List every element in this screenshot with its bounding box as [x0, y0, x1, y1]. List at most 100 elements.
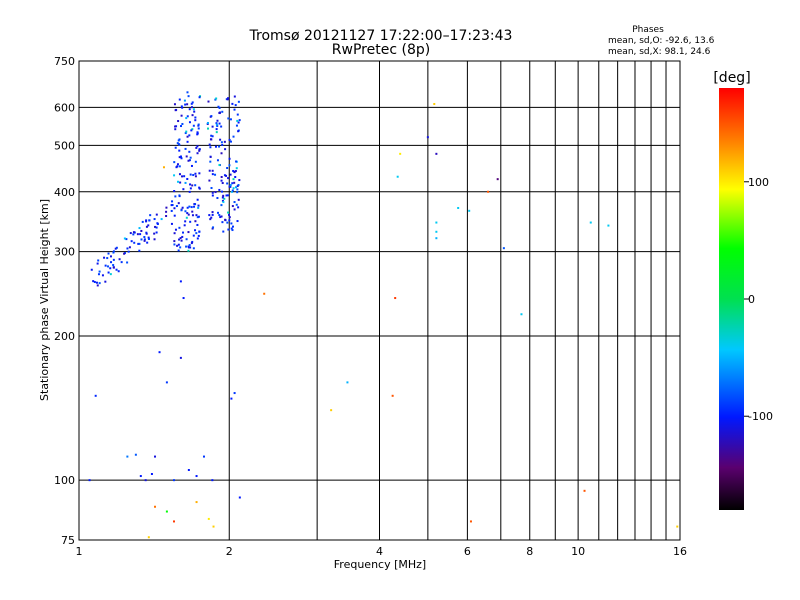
data-point: [233, 108, 236, 111]
data-point: [196, 131, 199, 134]
data-point: [211, 213, 214, 216]
colorbar-tick-label: 100: [748, 176, 769, 189]
data-point: [230, 227, 233, 230]
data-point: [211, 125, 214, 128]
data-point: [469, 520, 472, 523]
data-point: [190, 106, 193, 109]
data-point: [145, 231, 148, 234]
data-point: [232, 187, 235, 190]
data-point: [228, 216, 231, 219]
y-tick-label: 750: [54, 55, 75, 68]
data-point: [162, 166, 165, 169]
data-point: [173, 103, 176, 106]
data-point: [221, 110, 224, 113]
data-point: [170, 222, 173, 225]
data-point: [173, 174, 176, 177]
data-point: [184, 147, 187, 150]
data-point: [130, 240, 133, 243]
data-point: [191, 128, 194, 131]
data-point: [208, 214, 211, 217]
data-point: [194, 184, 197, 187]
data-point: [177, 243, 180, 246]
data-point: [188, 134, 191, 137]
data-point: [165, 210, 168, 213]
data-point: [219, 111, 222, 114]
data-point: [133, 241, 136, 244]
y-tick-label: 400: [54, 186, 75, 199]
data-point: [188, 244, 191, 247]
data-point: [211, 479, 214, 482]
data-point: [188, 108, 191, 111]
data-point: [171, 204, 174, 207]
data-point: [224, 218, 227, 221]
data-point: [194, 172, 197, 175]
data-point: [146, 241, 149, 244]
data-point: [96, 262, 99, 265]
data-point: [104, 280, 107, 283]
data-point: [107, 271, 110, 274]
data-point: [181, 175, 184, 178]
data-point: [143, 236, 146, 239]
data-point: [487, 190, 490, 193]
data-point: [173, 161, 176, 164]
data-point: [109, 267, 112, 270]
data-point: [154, 455, 157, 458]
data-point: [177, 139, 180, 142]
x-axis-label: Frequency [MHz]: [334, 558, 426, 571]
data-point: [207, 517, 210, 520]
data-point: [229, 118, 232, 121]
data-point: [236, 119, 239, 122]
data-point: [236, 113, 239, 116]
data-point: [220, 152, 223, 155]
data-point: [177, 202, 180, 205]
data-point: [179, 280, 182, 283]
data-point: [231, 190, 234, 193]
data-point: [220, 204, 223, 207]
data-point: [233, 201, 236, 204]
x-tick-label: 6: [464, 545, 471, 558]
data-point: [180, 114, 183, 117]
data-point: [178, 195, 181, 198]
y-tick-label: 500: [54, 139, 75, 152]
data-point: [196, 223, 199, 226]
stats-line-x: mean, sd,X: 98.1, 24.6: [608, 47, 711, 57]
data-point: [112, 266, 115, 269]
data-point: [98, 270, 101, 273]
data-point: [218, 214, 221, 217]
data-point: [211, 169, 214, 172]
data-point: [236, 191, 239, 194]
stats-heading: Phases: [632, 25, 664, 35]
data-point: [176, 142, 179, 145]
data-point: [165, 510, 168, 513]
data-point: [238, 119, 241, 122]
data-point: [236, 188, 239, 191]
data-point: [215, 131, 218, 134]
data-point: [177, 180, 180, 183]
data-point: [180, 209, 183, 212]
data-point: [186, 212, 189, 215]
data-point: [218, 188, 221, 191]
x-tick-label: 8: [526, 545, 533, 558]
data-point: [589, 221, 592, 224]
data-point: [231, 102, 234, 105]
data-point: [237, 130, 240, 133]
data-point: [180, 157, 183, 160]
plot-grid: [79, 61, 680, 540]
data-point: [234, 175, 237, 178]
data-point: [190, 164, 193, 167]
data-point: [211, 194, 214, 197]
data-point: [211, 191, 214, 194]
data-point: [137, 242, 140, 245]
data-point: [191, 240, 194, 243]
data-point: [180, 105, 183, 108]
data-point: [220, 179, 223, 182]
data-point: [223, 174, 226, 177]
data-point: [209, 146, 212, 149]
data-point: [192, 174, 195, 177]
data-point: [187, 246, 190, 249]
data-point: [188, 190, 191, 193]
data-point: [107, 252, 110, 255]
data-point: [178, 98, 181, 101]
data-point: [195, 232, 198, 235]
data-point: [98, 282, 101, 285]
